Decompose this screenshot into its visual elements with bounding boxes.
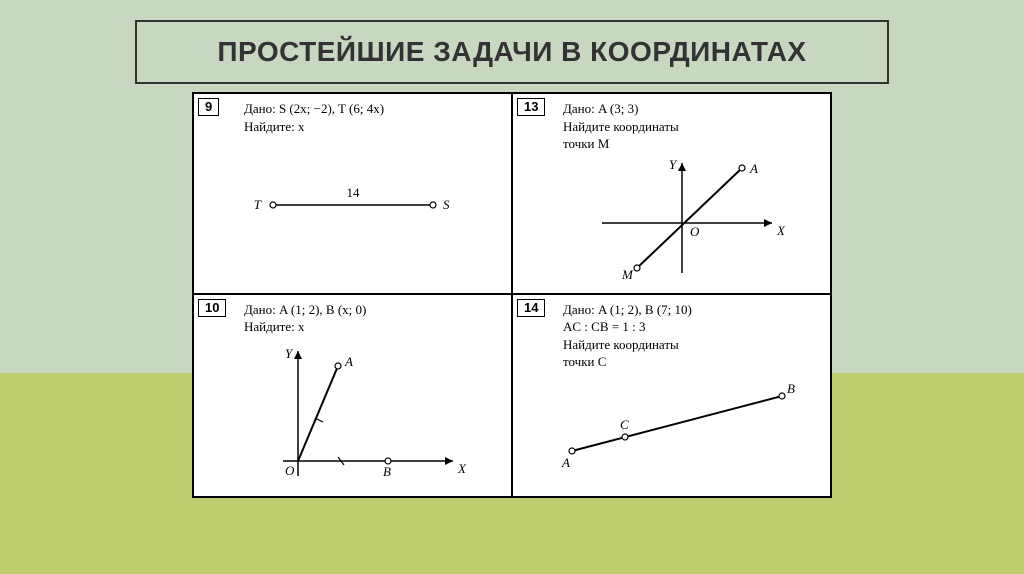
- pt-B: B: [383, 464, 391, 479]
- find-line1: Найдите координаты: [563, 118, 820, 136]
- problems-grid: 9 Дано: S (2x; −2), T (6; 4x) Найдите: x…: [192, 92, 832, 498]
- problem-text: Дано: A (3; 3) Найдите координаты точки …: [563, 100, 820, 153]
- problem-number: 13: [517, 98, 545, 116]
- given-line: Дано: A (1; 2), B (x; 0): [244, 301, 501, 319]
- pt-T: T: [253, 197, 261, 212]
- pt-A: A: [561, 455, 570, 470]
- find-line: Найдите: x: [244, 118, 501, 136]
- pt-B: B: [787, 381, 795, 396]
- problem-text: Дано: S (2x; −2), T (6; 4x) Найдите: x: [244, 100, 501, 135]
- problem-14: 14 Дано: A (1; 2), B (7; 10) AC : CB = 1…: [512, 294, 831, 497]
- axis-y: Y: [285, 346, 294, 361]
- problem-number: 9: [198, 98, 219, 116]
- pt-A: A: [749, 161, 758, 176]
- pt-C: C: [620, 417, 629, 432]
- find-line2: точки M: [563, 135, 820, 153]
- problem-13: 13 Дано: A (3; 3) Найдите координаты точ…: [512, 93, 831, 294]
- origin: O: [690, 224, 700, 239]
- problem-number: 14: [517, 299, 545, 317]
- problem-number: 10: [198, 299, 226, 317]
- ratio-line: AC : CB = 1 : 3: [563, 318, 820, 336]
- axis-x: X: [776, 223, 786, 238]
- pt-M: M: [621, 267, 634, 282]
- pt-S: S: [443, 197, 450, 212]
- diagram-13: X Y O A M: [523, 153, 820, 283]
- diagram-9: T S 14: [204, 135, 501, 245]
- pt-A: A: [344, 354, 353, 369]
- page-title: ПРОСТЕЙШИЕ ЗАДАЧИ В КООРДИНАТАХ: [135, 20, 888, 84]
- problem-9: 9 Дано: S (2x; −2), T (6; 4x) Найдите: x…: [193, 93, 512, 294]
- diagram-10: X Y O A B: [204, 336, 501, 486]
- given-line: Дано: A (1; 2), B (7; 10): [563, 301, 820, 319]
- find-line1: Найдите координаты: [563, 336, 820, 354]
- given-line: Дано: S (2x; −2), T (6; 4x): [244, 100, 501, 118]
- problem-text: Дано: A (1; 2), B (7; 10) AC : CB = 1 : …: [563, 301, 820, 371]
- diagram-14: A C B: [523, 371, 820, 481]
- given-line: Дано: A (3; 3): [563, 100, 820, 118]
- origin: O: [285, 463, 295, 478]
- axis-y: Y: [669, 157, 678, 172]
- find-line: Найдите: x: [244, 318, 501, 336]
- problem-text: Дано: A (1; 2), B (x; 0) Найдите: x: [244, 301, 501, 336]
- find-line2: точки C: [563, 353, 820, 371]
- seg-label: 14: [346, 185, 360, 200]
- problem-10: 10 Дано: A (1; 2), B (x; 0) Найдите: x X…: [193, 294, 512, 497]
- axis-x: X: [457, 461, 467, 476]
